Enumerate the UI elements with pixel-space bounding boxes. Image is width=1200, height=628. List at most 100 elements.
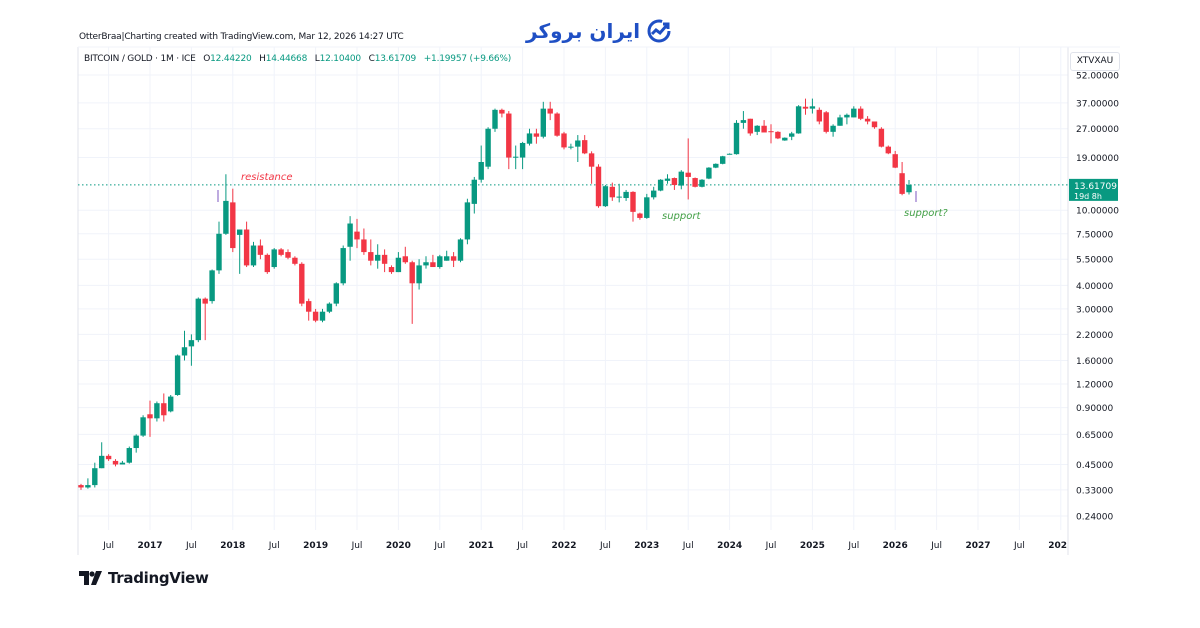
y-tick-label: 3.00000 <box>1076 305 1113 315</box>
open-label: O <box>203 54 211 64</box>
candle-body <box>430 262 436 268</box>
candle-2025-06 <box>844 113 850 125</box>
candle-2018-09 <box>285 249 291 260</box>
candle-2021-11 <box>547 101 553 121</box>
candle-body <box>685 172 691 177</box>
candle-body <box>395 257 402 273</box>
candle-2021-06 <box>513 145 519 170</box>
candle-2024-11 <box>795 105 802 134</box>
candle-body <box>257 245 264 255</box>
candle-body <box>609 186 615 198</box>
candle-2019-05 <box>340 245 346 286</box>
candle-body <box>195 298 201 341</box>
brand-logo: ایران بروکر <box>526 18 672 44</box>
symbol-box[interactable]: XTVXAU <box>1070 52 1120 71</box>
candle-body <box>312 311 319 321</box>
candle-2018-07 <box>271 248 277 269</box>
candle-2018-06 <box>264 253 270 274</box>
candle-body <box>202 298 208 304</box>
tradingview-icon <box>79 571 102 585</box>
candle-body <box>823 112 829 132</box>
y-tick-label: 0.65000 <box>1076 431 1113 441</box>
candle-2024-10 <box>789 131 795 141</box>
candle-2023-12 <box>720 155 726 165</box>
candle-body <box>381 254 388 264</box>
x-tick-label: Jul <box>433 541 445 551</box>
candle-2024-02 <box>733 120 740 155</box>
candle-body <box>747 118 753 134</box>
candle-2017-06 <box>181 330 188 361</box>
x-tick-label: 2026 <box>883 541 908 551</box>
candle-body <box>506 113 512 158</box>
candle-body <box>499 109 505 114</box>
candle-body <box>292 257 298 264</box>
candle-body <box>306 301 312 312</box>
candle-body <box>706 167 712 179</box>
candle-body <box>809 106 816 109</box>
candle-2024-01 <box>726 153 733 155</box>
candle-2023-11 <box>713 163 719 169</box>
candle-2016-06 <box>99 442 105 469</box>
support2-label: support? <box>904 208 948 219</box>
candle-body <box>347 223 353 247</box>
candle-body <box>471 179 477 204</box>
candle-2023-09 <box>699 179 705 188</box>
x-tick-label: Jul <box>351 541 363 551</box>
candle-2017-02 <box>154 401 160 422</box>
candle-body <box>485 128 491 167</box>
y-tick-label: 19.00000 <box>1076 154 1119 164</box>
candle-2022-12 <box>637 212 643 220</box>
candle-2022-06 <box>595 164 602 208</box>
candle-body <box>637 213 643 218</box>
candle-body <box>105 455 112 460</box>
symbol-title[interactable]: BITCOIN / GOLD · 1M · ICE <box>84 54 196 64</box>
candle-2020-05 <box>423 256 429 269</box>
candle-body <box>692 178 698 187</box>
candle-body <box>720 156 726 164</box>
candle-2020-12 <box>471 176 477 214</box>
candle-2019-04 <box>333 282 339 307</box>
candle-2019-06 <box>347 216 353 261</box>
candle-body <box>119 462 126 465</box>
x-tick-label: 2019 <box>303 541 328 551</box>
candle-body <box>761 125 767 133</box>
x-tick-label: 2028 <box>1048 541 1073 551</box>
low-value: 12.10400 <box>319 54 362 64</box>
y-tick-label: 1.20000 <box>1076 381 1113 391</box>
candle-2022-07 <box>602 184 609 207</box>
candle-2025-02 <box>816 107 822 125</box>
candle-2021-12 <box>554 112 560 137</box>
x-tick-label: Jul <box>1013 541 1025 551</box>
candle-2017-07 <box>188 334 195 366</box>
x-tick-label: 2021 <box>469 541 494 551</box>
candle-body <box>657 179 664 191</box>
candle-body <box>782 137 788 141</box>
change-value: +1.19957 (+9.66%) <box>423 54 512 64</box>
candle-2018-12 <box>306 298 312 321</box>
candle-body <box>616 196 622 198</box>
y-tick-label: 27.00000 <box>1076 125 1119 135</box>
candle-2026-03 <box>906 180 912 195</box>
candle-body <box>223 200 229 234</box>
y-tick-label: 0.45000 <box>1076 461 1113 471</box>
candle-2022-02 <box>568 143 574 150</box>
candle-2023-01 <box>644 193 650 219</box>
high-label: H <box>259 54 266 64</box>
x-tick-label: Jul <box>930 541 942 551</box>
candle-2021-05 <box>506 111 512 170</box>
candle-2024-12 <box>802 98 809 115</box>
candle-body <box>575 140 581 147</box>
candle-2025-07 <box>851 106 857 118</box>
candle-2021-04 <box>499 108 505 118</box>
candle-body <box>140 417 146 436</box>
candle-2021-10 <box>540 101 546 139</box>
candle-body <box>161 403 167 416</box>
candle-2023-07 <box>685 138 691 200</box>
x-tick-label: 2024 <box>717 541 742 551</box>
candle-2022-08 <box>609 182 615 201</box>
candle-2017-01 <box>147 400 153 437</box>
candle-body <box>623 191 629 199</box>
x-tick-label: Jul <box>847 541 859 551</box>
